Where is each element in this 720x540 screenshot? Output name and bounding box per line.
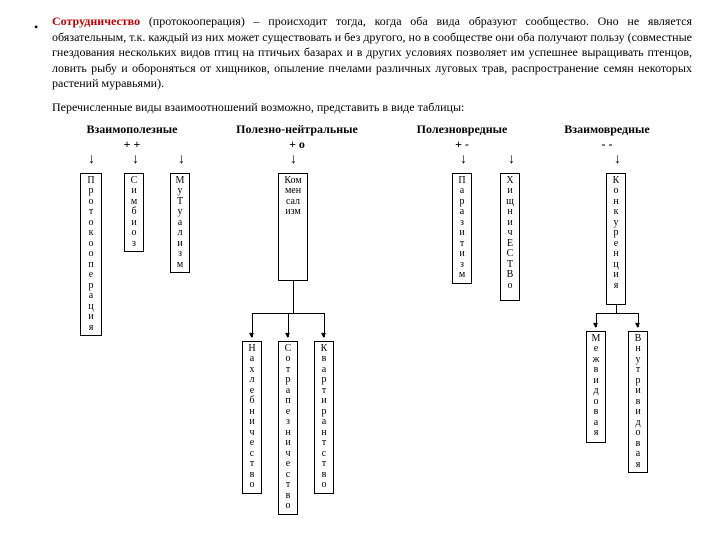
node-kvart: К в а р т и р а н т с т в о <box>314 341 334 494</box>
header-3: Полезновредные + - <box>382 122 542 153</box>
paragraph-rest: (протокооперация) – происходит тогда, ко… <box>52 14 692 90</box>
down-arrow-icon: ↓ <box>132 153 139 167</box>
connector-line <box>293 281 294 313</box>
node-proto: П р о т о к о о п е р а ц и я <box>80 173 102 337</box>
bullet-icon: • <box>34 20 38 35</box>
connector-line <box>596 313 638 314</box>
node-sotra: С о т р а п е з н и ч е с т в о <box>278 341 298 515</box>
arrowhead-icon: ▾ <box>593 321 598 331</box>
node-comp: К о н к у р е н ц и я <box>606 173 626 305</box>
down-arrow-icon: ↓ <box>460 153 467 167</box>
node-comm: Ком мен сал изм <box>278 173 308 281</box>
diagram-area: ↓ ↓ ↓ ↓ ↓ ↓ ↓ П р о т о к о о п е р а ц и я С и … <box>52 153 712 503</box>
node-nahle: Н а х л е б н и ч е с т в о <box>242 341 262 494</box>
down-arrow-icon: ↓ <box>178 153 185 167</box>
paragraph-main: Сотрудничество (протокооперация) – проис… <box>52 14 692 92</box>
arrowhead-icon: ▾ <box>249 331 254 341</box>
down-arrow-icon: ↓ <box>614 153 621 167</box>
arrowhead-icon: ▾ <box>635 321 640 331</box>
down-arrow-icon: ↓ <box>290 153 297 167</box>
arrowhead-icon: ▾ <box>285 331 290 341</box>
node-pred: Х и щ н и ч Е С Т В о <box>500 173 520 301</box>
arrowhead-icon: ▾ <box>321 331 326 341</box>
header-4: Взаимовредные - - <box>542 122 672 153</box>
category-headers: Взаимополезные + + Полезно-нейтральные +… <box>52 122 692 153</box>
node-mutu: М у Т у а л и з м <box>170 173 190 274</box>
down-arrow-icon: ↓ <box>88 153 95 167</box>
node-mezh: М е ж в и д о в а я <box>586 331 606 443</box>
node-symb: С и м б и о з <box>124 173 144 253</box>
connector-line <box>616 305 617 313</box>
node-para: П а р а з и т и з м <box>452 173 472 284</box>
header-1: Взаимополезные + + <box>52 122 212 153</box>
down-arrow-icon: ↓ <box>508 153 515 167</box>
node-vnut: В н у т р и в и д о в а я <box>628 331 648 474</box>
paragraph-lead: Сотрудничество <box>52 14 140 28</box>
header-2: Полезно-нейтральные + о <box>212 122 382 153</box>
intro-line: Перечисленные виды взаимоотношений возмо… <box>52 100 692 116</box>
